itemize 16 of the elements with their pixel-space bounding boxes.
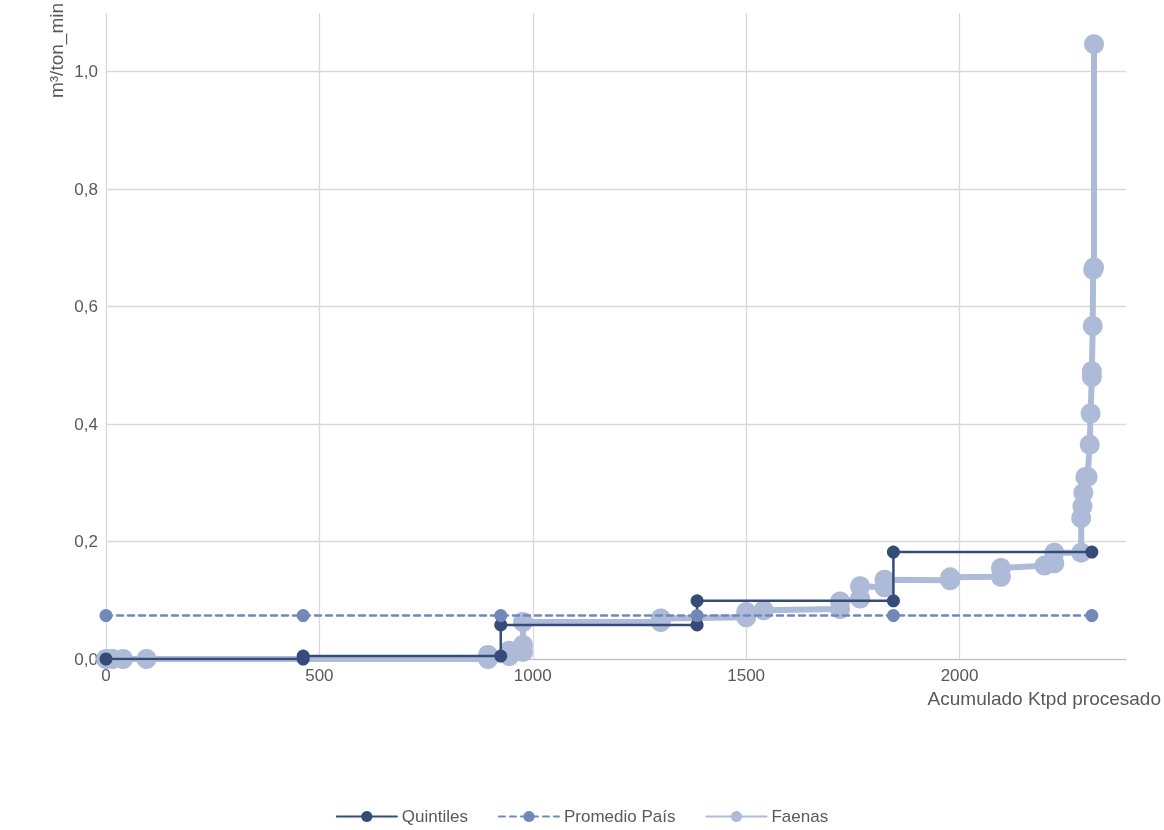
x-tick-label: 1500 xyxy=(727,666,766,685)
y-tick-label: 0,2 xyxy=(74,532,98,552)
y-tick-label: 0,6 xyxy=(74,297,98,317)
x-tick-label: 1000 xyxy=(513,666,552,685)
y-tick-label: 0,0 xyxy=(74,649,98,669)
y-tick-label: 1,0 xyxy=(74,62,98,82)
x-axis-title: Acumulado Ktpd procesado xyxy=(927,688,1161,709)
x-tick-label: 2000 xyxy=(940,666,979,685)
legend-label: Promedio País xyxy=(563,807,676,826)
y-axis-title: m³/ton_min xyxy=(46,3,68,99)
x-tick-label: 0 xyxy=(101,666,111,685)
x-tick-label: 500 xyxy=(305,666,334,685)
y-tick-label: 0,8 xyxy=(74,179,98,199)
y-tick-label: 0,4 xyxy=(74,414,98,434)
legend-label: Quintiles xyxy=(401,807,468,826)
legend-label: Faenas xyxy=(771,807,829,826)
